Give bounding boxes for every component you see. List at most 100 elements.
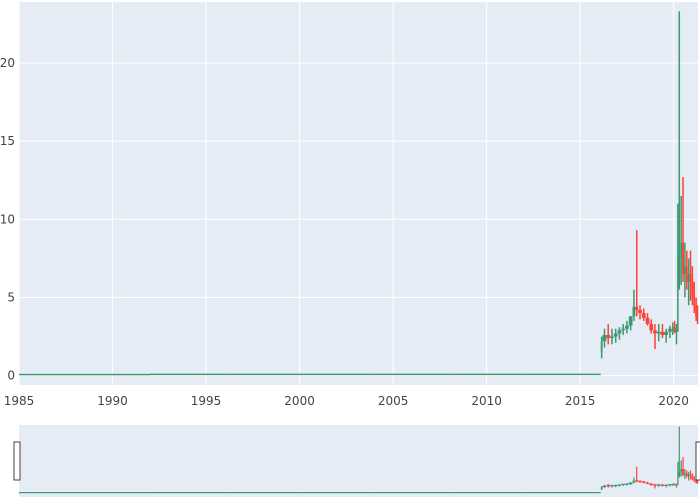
candle-body [675, 328, 678, 332]
candle-body [653, 330, 657, 334]
x-tick-label: 2000 [284, 394, 315, 408]
slider-candle-body [649, 483, 654, 485]
candle-body [691, 281, 694, 298]
x-tick-label: 1995 [191, 394, 222, 408]
slider-candle-body [621, 483, 626, 485]
candle-body [673, 327, 676, 332]
slider-candle-body [610, 485, 614, 487]
candle-body [449, 373, 525, 376]
candle-body [695, 305, 698, 317]
y-axis-tick-labels: 0 5 10 15 20 [0, 56, 15, 383]
candle-body [649, 324, 654, 331]
slider-candle-body [691, 476, 694, 479]
candle-body [660, 331, 665, 335]
candle-body [677, 281, 679, 329]
candle-body [632, 306, 636, 317]
candle-body [683, 266, 686, 275]
slider-candle-body [682, 469, 684, 475]
slider-candle-body [641, 481, 646, 483]
candle-body [613, 333, 618, 337]
candle-body [656, 331, 661, 334]
y-tick-label: 10 [0, 212, 15, 226]
candle-body [610, 336, 614, 339]
candle-body [374, 373, 450, 376]
slider-candle-body [449, 492, 525, 494]
candle-body [664, 331, 669, 335]
slider-candle-body [687, 474, 690, 477]
candle-body [680, 242, 683, 259]
slider-candle-body [656, 484, 661, 486]
candle-body [687, 274, 690, 282]
candle-body [678, 258, 681, 282]
candle-body [638, 309, 642, 314]
slider-candle-body [689, 474, 692, 477]
slider-candle-body [645, 482, 650, 484]
candle-body [224, 373, 300, 376]
slider-candle-body [149, 492, 225, 494]
slider-candle-body [638, 480, 642, 482]
slider-candle-body [600, 487, 603, 489]
candle-body [149, 373, 225, 376]
slider-candle-body [602, 485, 607, 487]
candle-body [645, 317, 650, 325]
candle-body [635, 306, 639, 310]
candle-body [617, 330, 622, 334]
main-plot-background [19, 2, 698, 385]
candle-body [602, 334, 607, 342]
slider-candle-body [632, 480, 636, 483]
range-slider-right-handle[interactable] [695, 441, 700, 481]
candle-body [600, 341, 603, 353]
slider-candle-body [697, 482, 699, 484]
range-slider-left-handle[interactable] [13, 441, 21, 481]
slider-candle-body [671, 483, 674, 485]
slider-candle-body [224, 492, 300, 494]
y-tick-label: 5 [7, 290, 15, 304]
candles[interactable] [19, 11, 699, 376]
candle-body [685, 266, 688, 282]
candle-body [625, 325, 629, 329]
slider-candle-body [695, 480, 698, 483]
candle-body [668, 328, 672, 332]
y-tick-label: 15 [0, 134, 15, 148]
candle-body [524, 373, 599, 376]
slider-candle-body [524, 492, 599, 494]
range-slider-background[interactable] [19, 425, 698, 497]
slider-candle-body [664, 484, 669, 486]
slider-candle-body [598, 492, 601, 494]
slider-candle-body [673, 484, 676, 486]
slider-candle-body [678, 471, 681, 477]
x-axis-tick-labels: 1985 1990 1995 2000 2005 2010 2015 2020 [4, 394, 689, 408]
x-tick-label: 2020 [658, 394, 689, 408]
y-tick-label: 0 [7, 369, 15, 383]
slider-candle-body [653, 484, 657, 486]
slider-candle-body [668, 484, 672, 486]
slider-candle-body [617, 484, 622, 486]
candle-body [299, 373, 375, 376]
slider-candle-body [683, 473, 686, 475]
slider-candle-body [628, 482, 633, 485]
y-tick-label: 20 [0, 56, 15, 70]
candle-body [628, 316, 633, 326]
slider-candle-body [625, 483, 629, 485]
y-gridlines [19, 62, 698, 377]
slider-candle-body [680, 469, 683, 472]
candle-body [598, 373, 601, 376]
slider-candle-body [606, 485, 611, 487]
x-tick-label: 1985 [4, 394, 35, 408]
candle-body [671, 327, 674, 329]
slider-candle-body [693, 479, 696, 481]
slider-candle-body [675, 484, 678, 486]
slider-candle-body [299, 492, 375, 494]
candle-body [641, 313, 646, 318]
slider-candle-body [685, 473, 688, 477]
x-tick-label: 2015 [565, 394, 596, 408]
slider-candle-body [677, 476, 679, 485]
slider-candle-body [660, 484, 665, 486]
candle-body [682, 242, 684, 275]
candle-body [689, 274, 692, 282]
candle-body [606, 334, 611, 339]
candle-body [693, 297, 696, 306]
candle-body [19, 373, 150, 376]
candle-body [621, 328, 626, 331]
